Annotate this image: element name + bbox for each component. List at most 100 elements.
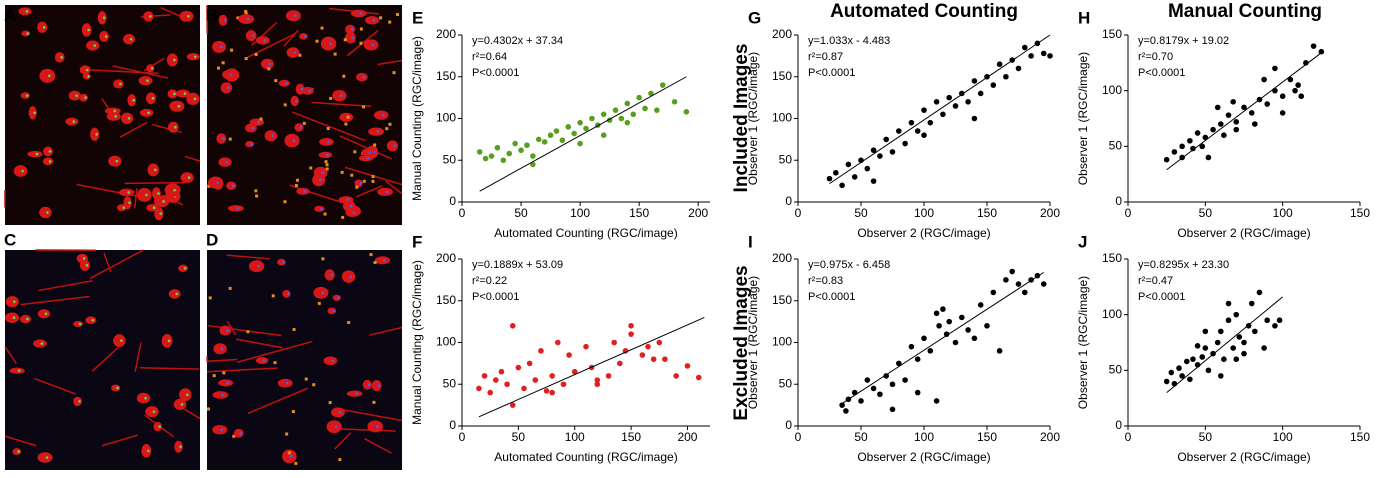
point bbox=[628, 331, 634, 337]
marker bbox=[162, 200, 165, 203]
marker bbox=[294, 462, 297, 465]
point bbox=[518, 147, 524, 153]
marker bbox=[347, 321, 350, 324]
cell bbox=[43, 147, 53, 157]
cell bbox=[296, 188, 309, 195]
point bbox=[909, 344, 915, 350]
cell bbox=[375, 256, 390, 264]
marker bbox=[222, 371, 225, 374]
marker bbox=[245, 57, 248, 60]
point bbox=[548, 132, 554, 138]
cell bbox=[18, 7, 31, 15]
annotation: P<0.0001 bbox=[808, 291, 855, 303]
cell bbox=[238, 14, 254, 24]
y-tick-label: 150 bbox=[772, 69, 792, 83]
y-tick-label: 150 bbox=[436, 293, 456, 307]
marker bbox=[45, 312, 48, 315]
annotation: r²=0.47 bbox=[1138, 275, 1173, 287]
marker bbox=[49, 150, 52, 153]
point bbox=[858, 398, 864, 404]
marker bbox=[46, 211, 49, 214]
marker bbox=[49, 160, 52, 163]
marker bbox=[327, 141, 330, 144]
x-tick-label: 0 bbox=[1125, 430, 1132, 444]
marker bbox=[222, 61, 225, 64]
x-tick-label: 100 bbox=[914, 206, 934, 220]
marker bbox=[268, 63, 271, 66]
marker bbox=[181, 403, 184, 406]
panel-label: D bbox=[206, 230, 218, 249]
annotation: P<0.0001 bbox=[808, 67, 855, 79]
point bbox=[654, 107, 660, 113]
marker bbox=[226, 161, 229, 164]
point bbox=[965, 327, 971, 333]
point bbox=[1226, 112, 1232, 118]
point bbox=[934, 310, 940, 316]
marker bbox=[247, 18, 250, 21]
point bbox=[972, 78, 978, 84]
point bbox=[489, 153, 495, 159]
marker bbox=[341, 171, 344, 174]
marker bbox=[360, 12, 363, 15]
cell bbox=[33, 339, 47, 347]
marker bbox=[319, 179, 322, 182]
marker bbox=[286, 382, 289, 385]
cell bbox=[218, 379, 233, 386]
y-tick-label: 0 bbox=[1115, 194, 1122, 208]
marker bbox=[388, 21, 391, 24]
point bbox=[991, 82, 997, 88]
point bbox=[1241, 340, 1247, 346]
marker bbox=[173, 189, 176, 192]
marker bbox=[342, 75, 345, 78]
y-tick-label: 200 bbox=[772, 27, 792, 41]
marker bbox=[284, 103, 287, 106]
cell bbox=[179, 11, 193, 22]
marker bbox=[367, 157, 370, 160]
point bbox=[921, 132, 927, 138]
marker bbox=[186, 393, 189, 396]
annotation: r²=0.87 bbox=[808, 51, 843, 63]
cell bbox=[82, 23, 92, 36]
point bbox=[827, 176, 833, 182]
panel-label: E bbox=[412, 8, 423, 27]
marker bbox=[230, 49, 233, 52]
marker bbox=[309, 166, 312, 169]
x-tick-label: 0 bbox=[459, 430, 466, 444]
marker bbox=[75, 94, 78, 97]
cell bbox=[351, 10, 367, 18]
x-tick-label: 200 bbox=[1040, 430, 1060, 444]
x-tick-label: 50 bbox=[512, 430, 526, 444]
cell bbox=[374, 110, 389, 119]
point bbox=[1187, 138, 1193, 144]
point bbox=[549, 390, 555, 396]
point bbox=[1164, 157, 1170, 163]
point bbox=[833, 170, 839, 176]
point bbox=[843, 408, 849, 414]
cell bbox=[65, 118, 78, 126]
marker bbox=[353, 150, 356, 153]
marker bbox=[296, 179, 299, 182]
marker bbox=[316, 40, 319, 43]
marker bbox=[26, 94, 29, 97]
marker bbox=[360, 28, 363, 31]
marker bbox=[33, 111, 36, 114]
marker bbox=[221, 394, 224, 397]
cell bbox=[279, 80, 290, 87]
point bbox=[613, 107, 619, 113]
marker bbox=[272, 294, 275, 297]
point bbox=[1230, 99, 1236, 105]
annotation: r²=0.70 bbox=[1138, 51, 1173, 63]
point bbox=[852, 174, 858, 180]
point bbox=[549, 373, 555, 379]
marker bbox=[250, 143, 253, 146]
point bbox=[501, 157, 507, 163]
annotation: y=0.4302x + 37.34 bbox=[472, 35, 563, 47]
point bbox=[1277, 317, 1283, 323]
point bbox=[566, 352, 572, 358]
point bbox=[865, 166, 871, 172]
marker bbox=[220, 428, 223, 431]
cell bbox=[342, 270, 355, 282]
x-tick-label: 100 bbox=[565, 430, 585, 444]
point bbox=[625, 120, 631, 126]
